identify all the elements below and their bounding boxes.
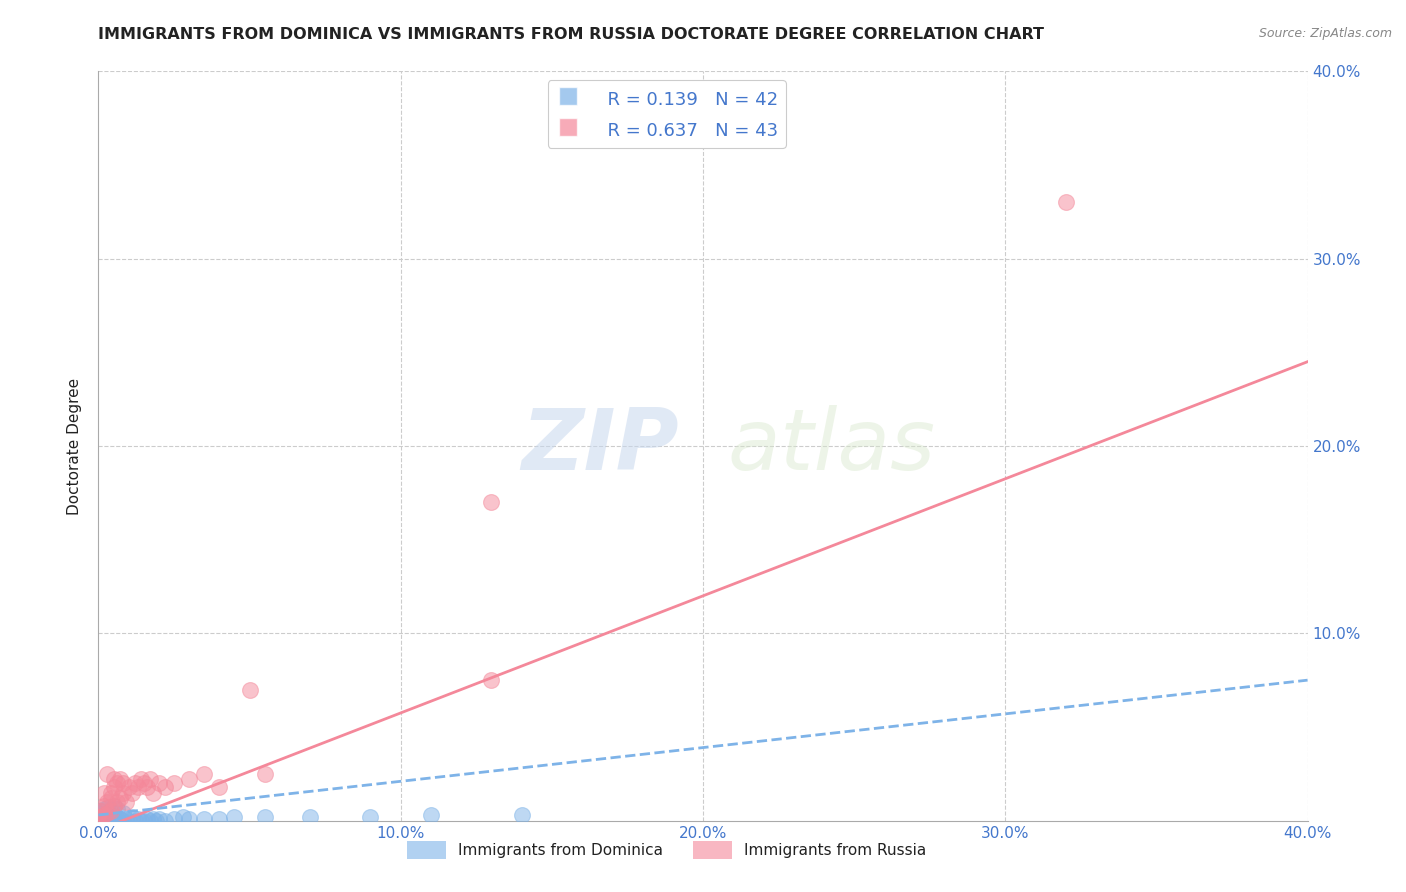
Point [127,780,149,794]
Point [93,808,115,822]
Point [100,814,122,828]
Point [108,791,131,805]
Text: ZIP: ZIP [522,404,679,488]
Point [193,767,215,781]
Point [179,772,201,787]
Point [172,810,194,824]
Point [163,776,186,790]
Point [96,814,118,828]
Point [420,808,443,822]
Point [142,812,165,826]
Point [87,814,110,828]
Point [135,780,157,794]
Point [108,812,131,826]
Point [139,814,162,828]
Point [299,810,322,824]
Point [90,805,112,819]
Point [103,780,125,794]
Point [148,812,170,826]
Point [103,812,125,826]
Point [153,814,176,828]
Point [105,802,128,816]
Point [103,772,125,787]
Point [132,776,155,790]
Point [100,805,122,819]
Point [103,798,125,813]
Point [135,812,157,826]
Point [1054,195,1077,210]
Point [127,812,149,826]
Point [105,814,128,828]
Point [481,495,503,509]
Point [108,772,131,787]
Point [510,808,533,822]
Point [90,805,112,819]
Point [93,814,115,828]
Point [111,786,134,800]
Point [105,795,128,809]
Legend: Immigrants from Dominica, Immigrants from Russia: Immigrants from Dominica, Immigrants fro… [401,835,932,865]
Point [153,780,176,794]
Point [253,767,276,781]
Point [96,810,118,824]
Point [96,800,118,814]
Point [111,814,134,828]
Text: IMMIGRANTS FROM DOMINICA VS IMMIGRANTS FROM RUSSIA DOCTORATE DEGREE CORRELATION : IMMIGRANTS FROM DOMINICA VS IMMIGRANTS F… [98,27,1045,42]
Text: atlas: atlas [727,404,935,488]
Point [96,806,118,821]
Point [179,812,201,826]
Point [124,814,146,828]
Point [253,810,276,824]
Point [208,812,231,826]
Point [118,780,141,794]
Point [100,786,122,800]
Point [148,776,170,790]
Point [96,795,118,809]
Point [93,802,115,816]
Point [193,812,215,826]
Point [139,772,162,787]
Point [129,772,152,787]
Point [145,814,167,828]
Point [114,795,136,809]
Text: Source: ZipAtlas.com: Source: ZipAtlas.com [1258,27,1392,40]
Point [124,776,146,790]
Point [224,810,246,824]
Point [239,682,262,697]
Point [93,798,115,813]
Point [90,814,112,828]
Point [129,814,152,828]
Point [111,806,134,821]
Point [87,810,110,824]
Point [132,814,155,828]
Point [163,812,186,826]
Point [360,810,382,824]
Point [121,810,143,824]
Point [481,673,503,688]
Point [142,786,165,800]
Point [114,812,136,826]
Point [93,786,115,800]
Point [96,767,118,781]
Point [105,776,128,790]
Point [87,814,110,828]
Y-axis label: Doctorate Degree: Doctorate Degree [67,377,83,515]
Point [208,780,231,794]
Point [121,786,143,800]
Point [118,814,141,828]
Point [87,806,110,821]
Point [100,805,122,819]
Point [111,776,134,790]
Point [100,791,122,805]
Point [90,810,112,824]
Point [103,798,125,813]
